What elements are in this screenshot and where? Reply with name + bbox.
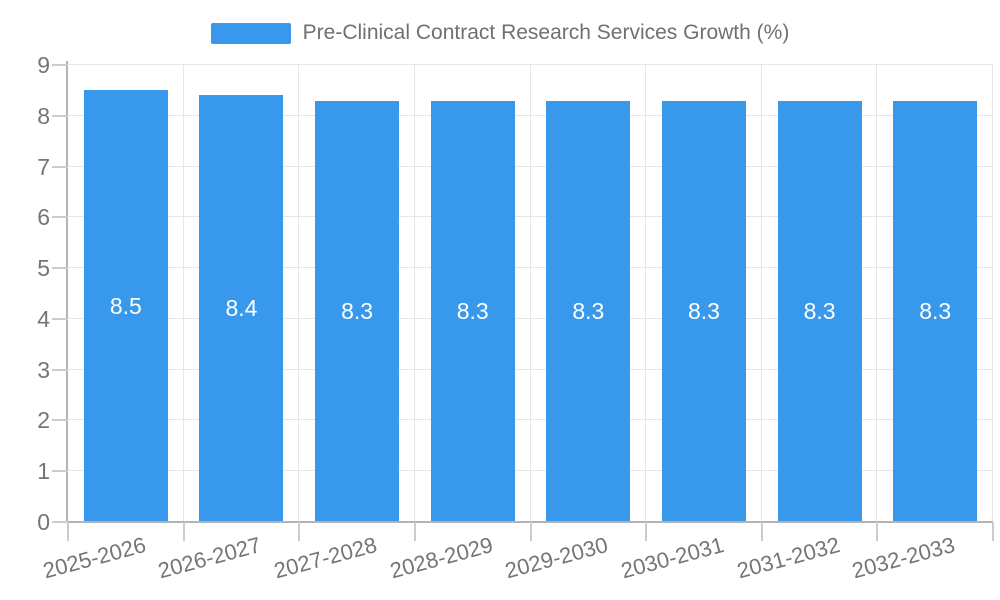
y-axis-tick-label: 1	[37, 458, 50, 485]
y-axis-tick-label: 4	[37, 305, 50, 332]
x-axis-tick	[876, 522, 879, 541]
bar-2027-2028[interactable]: 8.3	[315, 100, 400, 522]
vgridline	[182, 65, 184, 522]
y-axis-tick-label: 2	[37, 407, 50, 434]
x-axis-tick-label: 2029-2030	[502, 532, 611, 584]
bar-2032-2033[interactable]: 8.3	[893, 100, 978, 522]
y-axis-tick	[52, 419, 68, 422]
hgridline	[68, 470, 993, 472]
bar-2031-2032[interactable]: 8.3	[777, 100, 862, 522]
x-axis-tick	[645, 522, 648, 541]
bar-value-label: 8.3	[687, 297, 720, 324]
bar-value-label: 8.3	[919, 297, 952, 324]
bar-2028-2029[interactable]: 8.3	[430, 100, 515, 522]
hgridline	[68, 368, 993, 370]
x-axis-tick-label: 2027-2028	[271, 532, 380, 584]
x-axis-tick-label: 2026-2027	[155, 532, 264, 584]
bar-2025-2026[interactable]: 8.5	[83, 90, 168, 522]
x-axis-tick	[182, 522, 185, 541]
x-axis-tick	[529, 522, 532, 541]
hgridline	[68, 317, 993, 319]
bar-value-label: 8.3	[456, 297, 489, 324]
vgridline	[760, 65, 762, 522]
bar-value-label: 8.5	[109, 292, 142, 319]
bar-value-label: 8.3	[803, 297, 836, 324]
hgridline	[68, 267, 993, 269]
x-axis-tick	[992, 522, 994, 541]
vgridline	[645, 65, 647, 522]
bar-2026-2027[interactable]: 8.4	[199, 95, 284, 522]
hgridline	[68, 216, 993, 218]
y-axis-tick	[52, 165, 68, 168]
plot-area: 8.5 8.4 8.3 8.3 8.3 8.3 8.3 8.3	[68, 64, 993, 522]
y-axis-tick	[52, 368, 68, 371]
y-axis-line	[66, 61, 68, 522]
x-axis-tick-label: 2030-2031	[618, 532, 727, 584]
y-axis-tick-label: 5	[37, 255, 50, 282]
y-axis-tick	[52, 317, 68, 320]
x-axis-tick-label: 2032-2033	[849, 532, 958, 584]
chart-legend[interactable]: Pre-Clinical Contract Research Services …	[0, 20, 1000, 46]
x-axis-tick	[413, 522, 416, 541]
y-axis-tick	[52, 267, 68, 270]
y-axis-tick	[52, 216, 68, 219]
legend-label: Pre-Clinical Contract Research Services …	[302, 21, 790, 44]
hgridline	[68, 419, 993, 421]
hgridline	[68, 114, 993, 116]
bar-value-label: 8.4	[225, 295, 258, 322]
y-axis-tick-label: 0	[37, 509, 50, 535]
legend-swatch	[210, 22, 291, 44]
x-axis-tick-label: 2028-2029	[387, 532, 496, 584]
x-axis-tick	[67, 522, 69, 541]
bar-value-label: 8.3	[572, 297, 605, 324]
vgridline	[992, 65, 993, 522]
bar-2030-2031[interactable]: 8.3	[661, 100, 746, 522]
y-axis-tick-label: 7	[37, 153, 50, 180]
vgridline	[876, 65, 878, 522]
y-axis-tick-label: 6	[37, 204, 50, 231]
bar-value-label: 8.3	[341, 297, 374, 324]
vgridline	[413, 65, 415, 522]
vgridline	[529, 65, 531, 522]
x-axis-tick	[298, 522, 301, 541]
y-axis-tick	[52, 64, 68, 66]
y-axis-tick-label: 3	[37, 356, 50, 383]
y-axis-tick	[52, 470, 68, 473]
y-axis-tick-label: 8	[37, 102, 50, 129]
vgridline	[298, 65, 300, 522]
y-axis-tick-label: 9	[37, 52, 50, 78]
x-axis-tick	[760, 522, 763, 541]
y-axis-tick	[52, 114, 68, 117]
bar-2029-2030[interactable]: 8.3	[546, 100, 631, 522]
x-axis-tick-label: 2025-2026	[40, 532, 149, 584]
hgridline	[68, 64, 993, 65]
hgridline	[68, 165, 993, 167]
x-axis-tick-label: 2031-2032	[733, 532, 843, 584]
y-axis-tick	[52, 521, 68, 523]
